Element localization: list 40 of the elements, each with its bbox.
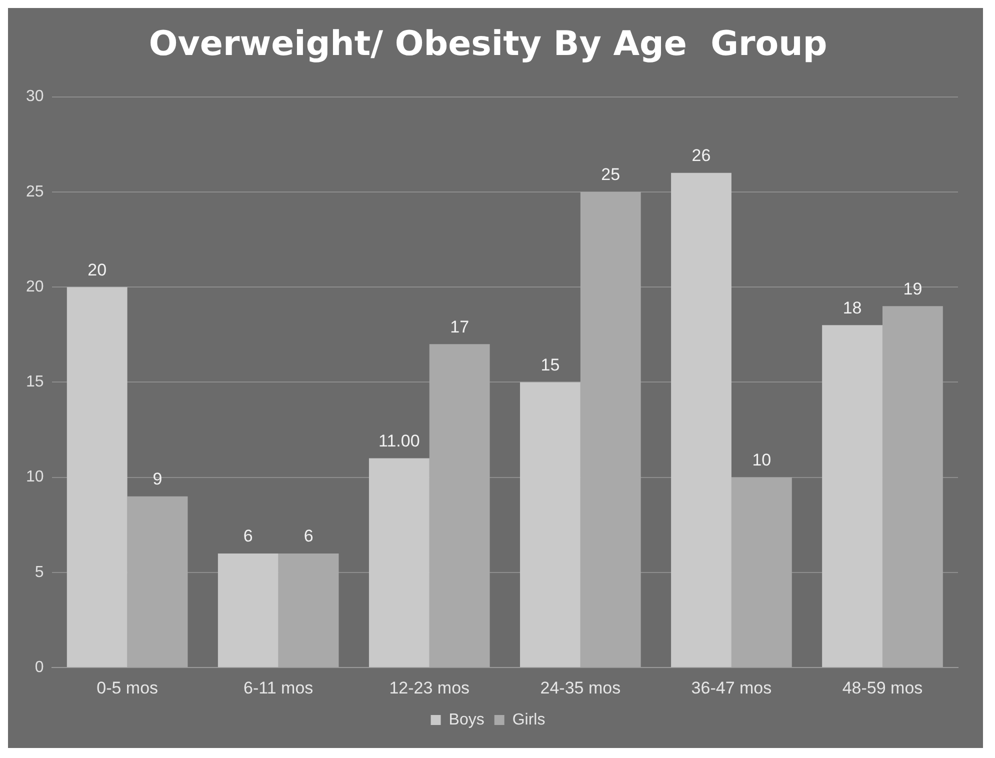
data-label: 9 <box>152 470 162 489</box>
bar <box>580 192 641 668</box>
data-label: 18 <box>842 298 862 318</box>
legend-label: Girls <box>512 711 546 728</box>
legend-label: Boys <box>448 711 484 728</box>
data-label: 19 <box>903 279 922 298</box>
y-tick-label: 0 <box>34 659 44 676</box>
bar <box>429 344 490 668</box>
bar <box>278 553 339 668</box>
x-tick-label: 6-11 mos <box>244 678 314 698</box>
data-label: 25 <box>601 165 620 184</box>
bar <box>218 553 278 668</box>
y-tick-label: 10 <box>26 468 44 486</box>
y-tick-label: 25 <box>26 183 44 200</box>
chart-title: Overweight/ Obesity By Age Group <box>148 24 828 64</box>
x-tick-label: 0-5 mos <box>96 678 158 698</box>
bar <box>822 325 882 668</box>
bar <box>731 477 792 668</box>
x-tick-label: 36-47 mos <box>691 678 772 698</box>
data-label: 10 <box>752 450 772 470</box>
data-label: 26 <box>692 146 711 166</box>
data-label: 20 <box>88 260 107 280</box>
y-tick-label: 30 <box>26 88 44 106</box>
data-label: 6 <box>243 526 253 546</box>
data-label: 15 <box>540 355 560 374</box>
x-tick-label: 12-23 mos <box>389 678 470 698</box>
data-label: 17 <box>450 317 470 336</box>
data-label: 6 <box>304 526 314 546</box>
bar <box>671 172 732 668</box>
bar <box>520 382 580 668</box>
bar <box>66 287 128 668</box>
bar <box>127 496 188 668</box>
y-tick-label: 15 <box>26 374 44 391</box>
data-label: 11.00 <box>378 431 420 450</box>
bar <box>368 458 430 668</box>
x-tick-label: 24-35 mos <box>540 678 621 698</box>
y-tick-label: 5 <box>34 564 44 581</box>
x-tick-label: 48-59 mos <box>842 678 923 698</box>
y-tick-label: 20 <box>26 278 44 296</box>
bar <box>882 306 943 668</box>
